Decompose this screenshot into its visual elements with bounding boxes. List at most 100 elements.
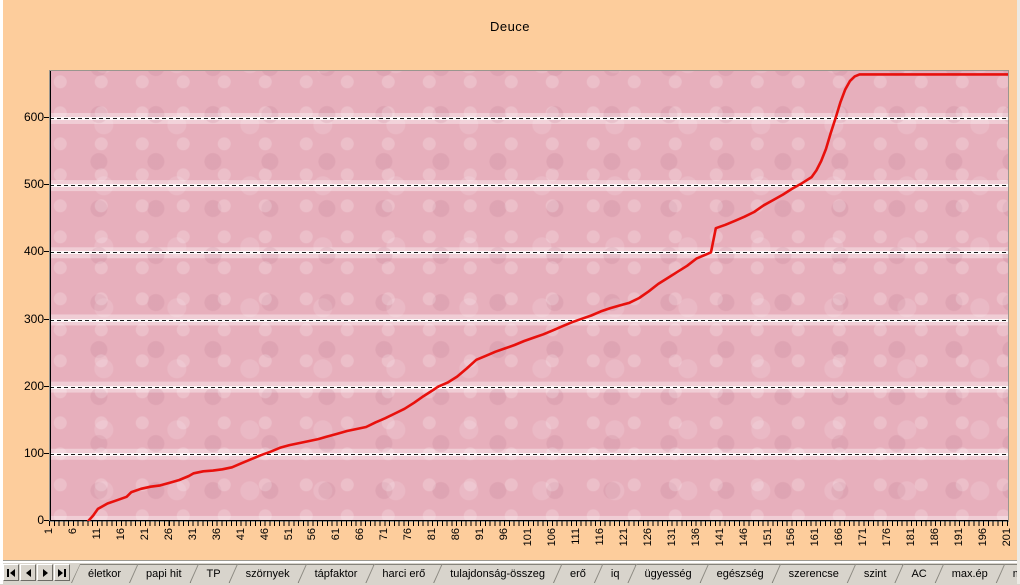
sheet-tab-label: egészség	[701, 565, 780, 583]
previous-sheet-button[interactable]	[20, 564, 36, 581]
y-axis-label: 200	[23, 378, 44, 393]
plot-area	[49, 70, 1009, 522]
y-axis-tick	[44, 251, 49, 252]
sheet-tab-max.ép[interactable]: max.ép	[935, 564, 1005, 583]
x-axis-label: 186	[929, 528, 942, 547]
sheet-tab-iq[interactable]: iq	[594, 564, 637, 583]
x-axis-label: 21	[138, 528, 151, 541]
y-axis-tick	[44, 117, 49, 118]
sheet-tab-label: szörnyek	[230, 565, 306, 583]
left-triangle-icon	[25, 568, 31, 577]
y-axis-tick	[44, 520, 49, 521]
x-axis-label: 151	[761, 528, 774, 547]
sheet-tab-label: max.ép	[936, 565, 1004, 583]
right-triangle-icon	[42, 568, 48, 577]
x-axis-label: 136	[689, 528, 702, 547]
chart-sheet: Deuce 0 100 200 300 400 500 600 1 6 11 16 21 26 31 36…	[23, 19, 1013, 547]
y-axis-label: 600	[23, 110, 44, 124]
x-axis-label: 41	[234, 528, 247, 541]
x-axis-label: 46	[258, 528, 271, 541]
x-axis-label: 141	[713, 528, 726, 547]
sheet-tab-label: iq	[595, 565, 636, 583]
sheet-tab-label: szint	[848, 565, 903, 583]
x-axis-label: 1	[43, 528, 55, 535]
x-axis-label: 96	[498, 528, 511, 541]
sheet-tab-label: papi hit	[130, 565, 197, 583]
sheet-tab-bar: életkor papi hit TP szörnyek tápfaktor harci …	[0, 560, 1020, 585]
sheet-tab-tápfaktor[interactable]: tápfaktor	[298, 564, 375, 583]
sheet-tab-szörnyek[interactable]: szörnyek	[229, 564, 307, 583]
x-axis-label: 166	[833, 528, 846, 547]
sheet-tab-egészség[interactable]: egészség	[700, 564, 781, 583]
x-axis-label: 26	[162, 528, 175, 541]
x-axis-label: 66	[354, 528, 367, 541]
x-axis-label: 101	[522, 528, 534, 547]
right-triangle-bar-icon	[64, 568, 66, 577]
window-left-edge	[0, 0, 3, 584]
y-axis-tick	[44, 184, 49, 185]
sheet-tab-tp[interactable]: TP	[190, 564, 238, 583]
x-axis-label: 156	[785, 528, 798, 547]
x-axis-label: 131	[665, 528, 678, 547]
window-right-edge	[1017, 0, 1020, 584]
y-axis-label: 300	[23, 311, 44, 326]
x-axis-label: 61	[330, 528, 343, 541]
x-axis-label: 196	[977, 528, 990, 547]
x-axis-label: 81	[426, 528, 439, 541]
y-axis-label: 400	[23, 244, 44, 259]
x-axis-label: 6	[66, 528, 79, 535]
bar-left-triangle-icon	[10, 568, 15, 577]
series-line	[86, 73, 1008, 521]
x-axis-label: 31	[186, 528, 199, 541]
x-axis-label: 51	[282, 528, 295, 541]
sheet-tabs: életkor papi hit TP szörnyek tápfaktor harci …	[80, 561, 1020, 583]
sheet-tab-ac[interactable]: AC	[894, 564, 943, 583]
sheet-tab-label: ügyesség	[628, 565, 707, 583]
sheet-tab-szerencse[interactable]: szerencse	[772, 564, 856, 583]
bar-left-triangle-icon	[7, 568, 9, 577]
x-axis-label: 161	[809, 528, 822, 547]
sheet-tab-label: TP	[191, 565, 237, 583]
x-axis-label: 171	[857, 528, 870, 547]
sheet-tab-label: tápfaktor	[299, 565, 374, 583]
x-axis-label: 76	[402, 528, 415, 541]
sheet-tab-erő[interactable]: erő	[553, 564, 603, 583]
x-axis-label: 126	[641, 528, 654, 547]
sheet-tab-label: AC	[895, 565, 942, 583]
sheet-tab-label: szerencse	[773, 565, 855, 583]
x-axis-label: 201	[1001, 528, 1013, 547]
sheet-tab-label: erő	[554, 565, 602, 583]
chart-title: Deuce	[489, 19, 531, 34]
x-axis-label: 16	[114, 528, 127, 541]
last-sheet-button[interactable]	[54, 564, 70, 581]
next-sheet-button[interactable]	[37, 564, 53, 581]
x-axis-label: 91	[474, 528, 487, 541]
x-axis-label: 121	[617, 528, 630, 547]
x-axis-label: 71	[378, 528, 391, 541]
chart-canvas	[50, 71, 1008, 521]
x-axis-tick-marks	[49, 521, 1008, 526]
x-axis-label: 191	[953, 528, 966, 547]
x-axis-label: 111	[569, 528, 582, 545]
sheet-tab-label: harci erő	[366, 565, 441, 583]
sheet-tab-életkor[interactable]: életkor	[71, 564, 138, 583]
sheet-tab-tulajdonság-összeg[interactable]: tulajdonság-összeg	[433, 564, 562, 583]
sheet-tab-label: életkor	[72, 565, 137, 583]
x-axis-label: 181	[905, 528, 918, 547]
y-axis-tick	[44, 319, 49, 320]
x-axis-label: 36	[210, 528, 223, 541]
y-axis-tick	[44, 386, 49, 387]
x-axis-label: 56	[306, 528, 319, 541]
sheet-tab-papi-hit[interactable]: papi hit	[129, 564, 198, 583]
y-axis-label: 0	[37, 513, 44, 527]
sheet-tab-szint[interactable]: szint	[847, 564, 904, 583]
first-sheet-button[interactable]	[3, 564, 19, 581]
x-axis-label: 116	[593, 528, 606, 546]
x-axis-label: 176	[881, 528, 894, 547]
sheet-tab-label: tulajdonság-összeg	[434, 565, 561, 583]
sheet-tab-ügyesség[interactable]: ügyesség	[627, 564, 708, 583]
sheet-tab-harci-erő[interactable]: harci erő	[365, 564, 442, 583]
y-axis-label: 500	[23, 177, 44, 192]
x-axis-label: 11	[90, 528, 103, 540]
right-triangle-bar-icon	[58, 568, 63, 577]
